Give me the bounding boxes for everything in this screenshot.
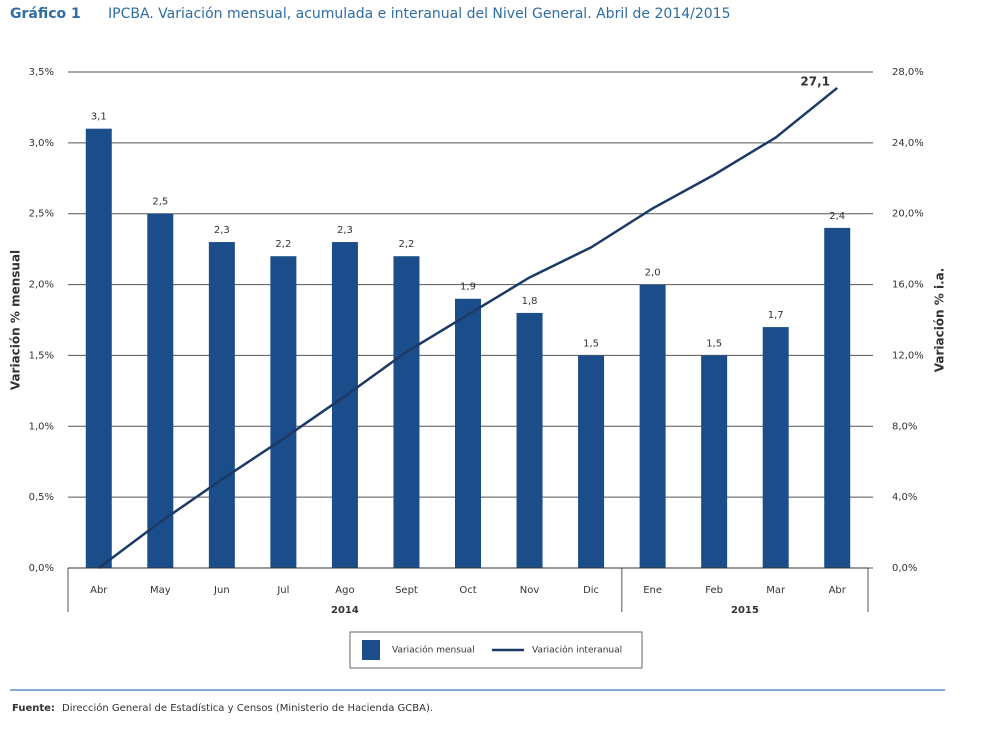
x-group-label: 2014: [331, 605, 359, 616]
y-tick-label: 1,0%: [29, 421, 54, 432]
chart-title-number: Gráfico 1: [10, 6, 81, 22]
x-tick-label: Jul: [276, 585, 289, 596]
bar-value-label: 1,5: [583, 338, 599, 349]
legend-box: [349, 631, 643, 669]
y-tick-label: 3,0%: [29, 138, 54, 149]
y2-tick-label: 8,0%: [892, 421, 917, 432]
y2-tick-label: 16,0%: [892, 280, 924, 291]
y2-tick-label: 24,0%: [892, 138, 924, 149]
bar: [762, 327, 789, 568]
x-tick-label: Feb: [705, 585, 723, 596]
bar: [701, 355, 728, 568]
y2-axis-title: Variación % i.a.: [933, 268, 947, 373]
bar-value-label: 1,5: [706, 338, 722, 349]
y2-tick-label: 20,0%: [892, 209, 924, 220]
x-tick-label: Dic: [583, 585, 599, 596]
legend-label: Variación mensual: [392, 645, 475, 656]
y-tick-label: 0,5%: [29, 492, 54, 503]
y2-tick-label: 12,0%: [892, 350, 924, 361]
bar-value-label: 2,0: [645, 268, 661, 279]
bar: [639, 284, 666, 568]
bar-value-label: 2,2: [275, 239, 291, 250]
y-tick-label: 2,5%: [29, 209, 54, 220]
line-value-label: 27,1: [800, 74, 830, 88]
y-tick-label: 0,0%: [29, 563, 54, 574]
x-tick-label: Jun: [213, 585, 230, 596]
bar-value-label: 1,8: [522, 296, 538, 307]
bar: [331, 242, 358, 569]
x-tick-label: Mar: [766, 585, 786, 596]
y-tick-label: 3,5%: [29, 67, 54, 78]
legend-swatch: [362, 640, 380, 660]
x-tick-label: Abr: [829, 585, 847, 596]
x-tick-label: Ene: [643, 585, 662, 596]
source-label: Fuente:: [12, 703, 55, 714]
x-tick-label: Nov: [520, 585, 540, 596]
source: Dirección General de Estadística y Censo…: [62, 702, 433, 714]
x-tick-label: Ago: [335, 585, 354, 596]
y2-tick-label: 4,0%: [892, 492, 917, 503]
chart-title: IPCBA. Variación mensual, acumulada e in…: [108, 6, 730, 22]
y2-tick-label: 0,0%: [892, 563, 917, 574]
bar: [85, 128, 112, 568]
bar-value-label: 2,4: [829, 211, 845, 222]
y2-tick-label: 28,0%: [892, 67, 924, 78]
bar-value-label: 3,1: [91, 112, 107, 123]
y-tick-label: 2,0%: [29, 280, 54, 291]
bar: [824, 227, 851, 568]
bar-value-label: 2,3: [214, 225, 230, 236]
x-tick-label: May: [150, 585, 171, 596]
bar: [270, 256, 297, 568]
bar-value-label: 2,5: [152, 197, 168, 208]
bar-value-label: 2,2: [399, 239, 415, 250]
x-tick-label: Oct: [459, 585, 476, 596]
bar: [516, 312, 543, 568]
bar-value-label: 1,7: [768, 310, 784, 321]
y-tick-label: 1,5%: [29, 350, 54, 361]
bar-value-label: 1,9: [460, 282, 476, 293]
bar: [147, 213, 174, 568]
x-tick-label: Sept: [395, 585, 418, 596]
bar-value-label: 2,3: [337, 225, 353, 236]
x-group-label: 2015: [731, 605, 759, 616]
legend-label: Variación interanual: [532, 645, 622, 656]
x-tick-label: Abr: [90, 585, 108, 596]
bar: [208, 242, 235, 569]
bar: [578, 355, 605, 568]
y-axis-title: Variación % mensual: [9, 250, 23, 390]
bar: [455, 298, 481, 568]
bar: [393, 256, 420, 568]
line: [98, 86, 839, 570]
